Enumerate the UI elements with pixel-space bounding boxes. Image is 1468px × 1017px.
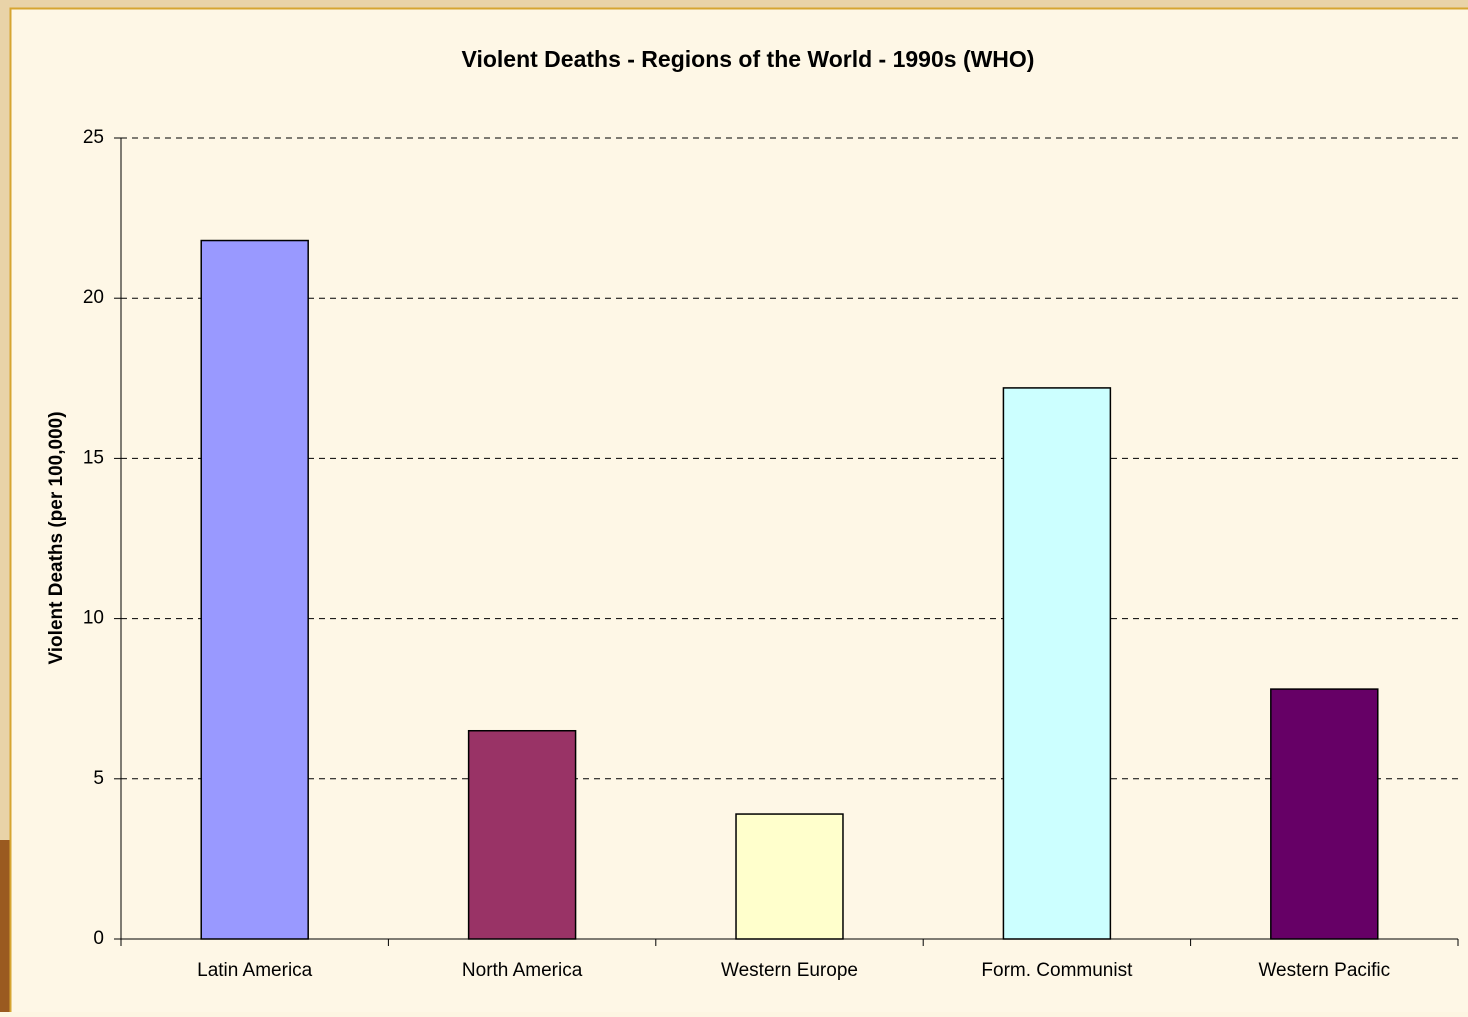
y-tick-label: 15 (83, 447, 104, 468)
y-tick-label: 10 (83, 608, 104, 629)
y-tick-label: 5 (93, 768, 104, 789)
y-tick-label: 25 (83, 127, 104, 148)
bar (1271, 689, 1378, 939)
x-tick-label: Western Pacific (1258, 960, 1390, 981)
x-tick-label: Latin America (197, 960, 313, 981)
y-tick-label: 0 (93, 928, 104, 949)
x-tick-label: Western Europe (721, 960, 858, 981)
chart-title: Violent Deaths - Regions of the World - … (462, 46, 1035, 72)
y-tick-label: 20 (83, 287, 104, 308)
bar (736, 814, 843, 939)
x-tick-label: Form. Communist (981, 960, 1133, 981)
y-axis-label: Violent Deaths (per 100,000) (46, 411, 67, 664)
x-tick-label: North America (462, 960, 583, 981)
bar (469, 731, 576, 939)
bar (1003, 388, 1110, 939)
bar (201, 241, 308, 939)
